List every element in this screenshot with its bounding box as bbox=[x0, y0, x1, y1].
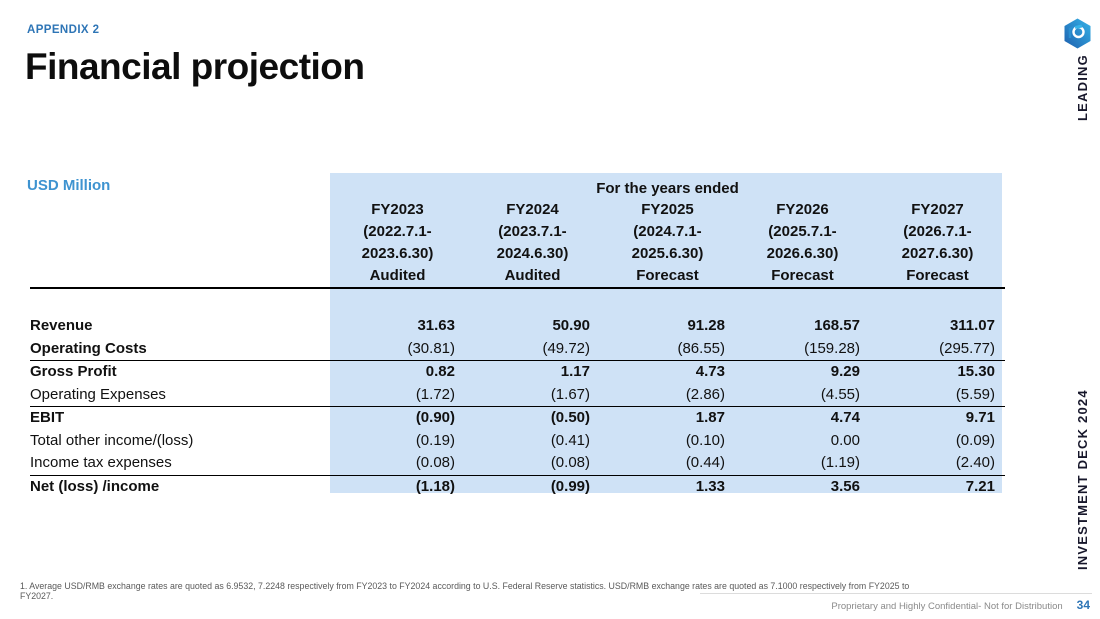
span-header: For the years ended bbox=[596, 180, 739, 197]
cell-value: (0.90) bbox=[415, 409, 455, 427]
page-number: 34 bbox=[1076, 598, 1090, 612]
column-period-start: (2026.7.1- bbox=[903, 223, 972, 240]
cell-value: (0.08) bbox=[415, 454, 455, 472]
cell-value: 7.21 bbox=[965, 477, 995, 495]
column-period-end: 2027.6.30) bbox=[901, 245, 974, 262]
cell-value: 0.82 bbox=[425, 363, 455, 381]
row-label: Net (loss) /income bbox=[30, 477, 160, 495]
row-label: Income tax expenses bbox=[30, 454, 172, 472]
footer: Proprietary and Highly Confidential- Not… bbox=[590, 598, 1090, 612]
column-name: FY2024 bbox=[506, 201, 559, 218]
table-row-operating-expenses: Operating Expenses (1.72) (1.67) (2.86) … bbox=[30, 384, 1005, 407]
footnote: 1. Average USD/RMB exchange rates are qu… bbox=[20, 581, 910, 601]
table-header: For the years ended FY2023 (2022.7.1- 20… bbox=[30, 173, 1005, 289]
cell-value: (1.18) bbox=[415, 477, 455, 495]
column-status: Forecast bbox=[771, 267, 834, 284]
column-header-fy2026: FY2026 (2025.7.1- 2026.6.30) Forecast bbox=[735, 199, 870, 287]
row-label: Operating Expenses bbox=[30, 385, 166, 403]
side-label-leading: LEADING bbox=[1075, 54, 1090, 122]
cell-value: 1.17 bbox=[560, 363, 590, 381]
column-status: Forecast bbox=[906, 267, 969, 284]
column-status: Audited bbox=[504, 267, 561, 284]
cell-value: 1.33 bbox=[695, 477, 725, 495]
cell-value: (0.09) bbox=[955, 431, 995, 449]
column-period-end: 2025.6.30) bbox=[631, 245, 704, 262]
column-header-fy2025: FY2025 (2024.7.1- 2025.6.30) Forecast bbox=[600, 199, 735, 287]
cell-value: (0.44) bbox=[685, 454, 725, 472]
column-name: FY2023 bbox=[371, 201, 424, 218]
financial-table: For the years ended FY2023 (2022.7.1- 20… bbox=[30, 173, 1005, 498]
cell-value: (0.10) bbox=[685, 431, 725, 449]
column-name: FY2027 bbox=[911, 201, 964, 218]
table-body: Revenue 31.63 50.90 91.28 168.57 311.07 … bbox=[30, 289, 1005, 498]
cell-value: (1.72) bbox=[415, 385, 455, 403]
table-row-revenue: Revenue 31.63 50.90 91.28 168.57 311.07 bbox=[30, 315, 1005, 338]
column-name: FY2025 bbox=[641, 201, 694, 218]
column-period-start: (2024.7.1- bbox=[633, 223, 702, 240]
cell-value: (86.55) bbox=[677, 339, 725, 357]
cell-value: (2.40) bbox=[955, 454, 995, 472]
column-status: Audited bbox=[369, 267, 426, 284]
cell-value: (295.77) bbox=[939, 339, 995, 357]
cell-value: 3.56 bbox=[830, 477, 860, 495]
table-row-income-tax: Income tax expenses (0.08) (0.08) (0.44)… bbox=[30, 452, 1005, 476]
column-period-end: 2024.6.30) bbox=[496, 245, 569, 262]
company-logo-icon bbox=[1064, 18, 1091, 49]
row-label: Revenue bbox=[30, 317, 93, 335]
table-row-net-income: Net (loss) /income (1.18) (0.99) 1.33 3.… bbox=[30, 476, 1005, 499]
cell-value: 4.74 bbox=[830, 409, 860, 427]
page-title: Financial projection bbox=[25, 46, 365, 87]
cell-value: 9.71 bbox=[965, 409, 995, 427]
side-label-investment-deck: INVESTMENT DECK 2024 bbox=[1075, 389, 1090, 570]
cell-value: 15.30 bbox=[957, 363, 995, 381]
cell-value: (4.55) bbox=[820, 385, 860, 403]
table-row-gross-profit: Gross Profit 0.82 1.17 4.73 9.29 15.30 bbox=[30, 361, 1005, 384]
confidential-text: Proprietary and Highly Confidential- Not… bbox=[831, 601, 1063, 612]
column-period-start: (2025.7.1- bbox=[768, 223, 837, 240]
column-period-end: 2026.6.30) bbox=[766, 245, 839, 262]
table-row-ebit: EBIT (0.90) (0.50) 1.87 4.74 9.71 bbox=[30, 407, 1005, 430]
column-header-fy2027: FY2027 (2026.7.1- 2027.6.30) Forecast bbox=[870, 199, 1005, 287]
appendix-label: APPENDIX 2 bbox=[27, 24, 100, 36]
cell-value: (0.99) bbox=[550, 477, 590, 495]
cell-value: 50.90 bbox=[552, 317, 590, 335]
cell-value: 4.73 bbox=[695, 363, 725, 381]
label-column-header bbox=[30, 199, 330, 287]
table-row-operating-costs: Operating Costs (30.81) (49.72) (86.55) … bbox=[30, 338, 1005, 361]
cell-value: (0.19) bbox=[415, 431, 455, 449]
row-label: Operating Costs bbox=[30, 339, 147, 357]
unit-label: USD Million bbox=[27, 177, 111, 194]
footer-divider bbox=[700, 593, 1092, 594]
row-label: Total other income/(loss) bbox=[30, 431, 194, 449]
cell-value: (2.86) bbox=[685, 385, 725, 403]
cell-value: (0.41) bbox=[550, 431, 590, 449]
cell-value: (1.19) bbox=[820, 454, 860, 472]
cell-value: (159.28) bbox=[804, 339, 860, 357]
cell-value: (0.08) bbox=[550, 454, 590, 472]
cell-value: (5.59) bbox=[955, 385, 995, 403]
cell-value: 91.28 bbox=[687, 317, 725, 335]
row-label: EBIT bbox=[30, 409, 65, 427]
cell-value: (30.81) bbox=[407, 339, 455, 357]
column-period-start: (2022.7.1- bbox=[363, 223, 432, 240]
cell-value: (1.67) bbox=[550, 385, 590, 403]
cell-value: 311.07 bbox=[949, 317, 995, 335]
table-row-total-other-income: Total other income/(loss) (0.19) (0.41) … bbox=[30, 430, 1005, 453]
cell-value: 0.00 bbox=[830, 431, 860, 449]
cell-value: 9.29 bbox=[830, 363, 860, 381]
cell-value: (49.72) bbox=[542, 339, 590, 357]
column-period-end: 2023.6.30) bbox=[361, 245, 434, 262]
table-background bbox=[330, 173, 1002, 493]
cell-value: 168.57 bbox=[814, 317, 860, 335]
row-label: Gross Profit bbox=[30, 363, 117, 381]
cell-value: 31.63 bbox=[417, 317, 455, 335]
column-status: Forecast bbox=[636, 267, 699, 284]
column-header-fy2024: FY2024 (2023.7.1- 2024.6.30) Audited bbox=[465, 199, 600, 287]
column-period-start: (2023.7.1- bbox=[498, 223, 567, 240]
cell-value: (0.50) bbox=[550, 409, 590, 427]
cell-value: 1.87 bbox=[695, 409, 725, 427]
column-header-fy2023: FY2023 (2022.7.1- 2023.6.30) Audited bbox=[330, 199, 465, 287]
column-name: FY2026 bbox=[776, 201, 829, 218]
